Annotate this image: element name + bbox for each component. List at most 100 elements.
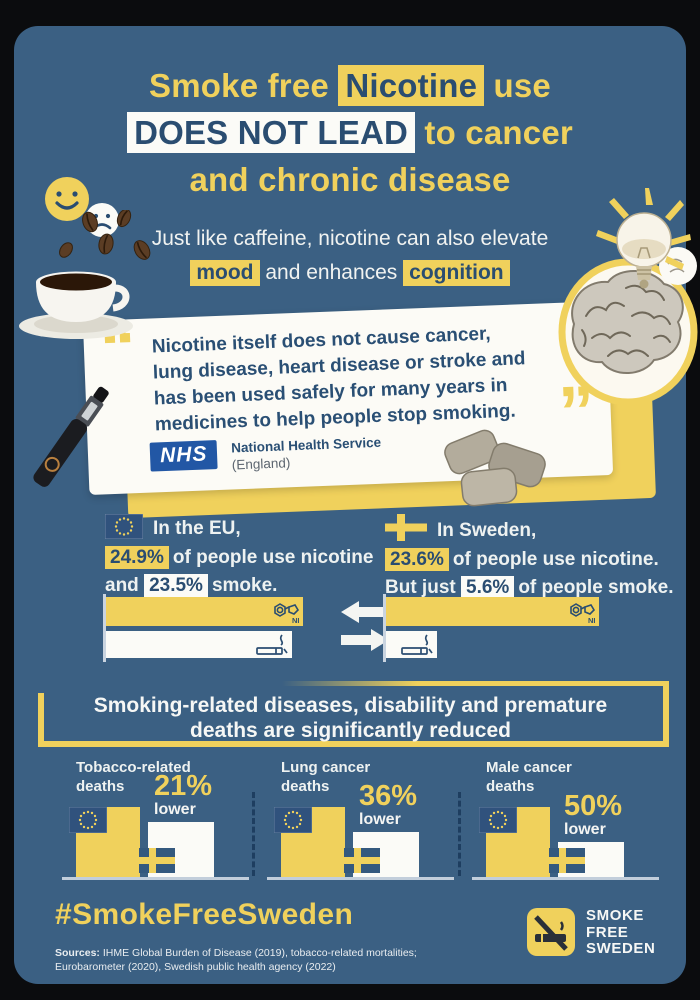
snus-pouches-image <box>444 429 546 507</box>
logo-line: SMOKE <box>586 907 645 924</box>
chart-label-line: Lung cancer <box>281 759 371 776</box>
chart-label-line: deaths <box>76 778 125 795</box>
eu-smoke-pct: 23.5% <box>144 574 208 598</box>
subtitle: Just like caffeine, nicotine can also el… <box>0 222 700 290</box>
se-nicotine-pct: 23.6% <box>385 547 449 572</box>
chart-label: Lung cancer deaths <box>281 758 370 796</box>
sources-line: IHME Global Burden of Disease (2019), to… <box>102 947 417 959</box>
chart-label: Male cancer deaths <box>486 758 572 796</box>
hashtag: #SmokeFreeSweden <box>55 898 354 931</box>
title-text: Smoke free <box>149 67 329 104</box>
lung-cancer-deaths-chart: Lung cancer deaths 36% lower <box>267 758 458 886</box>
logo-wordmark: SMOKE FREE SWEDEN <box>586 907 655 958</box>
banner-frame <box>281 681 669 686</box>
brain-image <box>558 247 698 406</box>
coffee-cup-image <box>19 271 133 339</box>
title-line-2: DOES NOT LEAD to cancer <box>0 109 700 156</box>
reduction-pct: 36% <box>359 780 418 812</box>
chart-baseline <box>62 877 249 880</box>
reduction-callout: 36% lower <box>359 781 454 828</box>
sweden-flag-icon <box>139 848 175 873</box>
sweden-bar-chart: NI <box>383 592 605 664</box>
section-banner: Smoking-related diseases, disability and… <box>38 681 669 747</box>
chart-label-line: deaths <box>281 778 330 795</box>
chart-baseline <box>472 877 659 880</box>
title-text: use <box>493 67 551 104</box>
swap-arrows-icon <box>341 601 389 651</box>
banner-text: Smoking-related diseases, disability and… <box>38 693 663 743</box>
lightbulb-icon <box>596 188 691 289</box>
cigarette-icon <box>256 634 288 655</box>
banner-frame <box>38 693 44 747</box>
reduction-callout: 50% lower <box>564 791 659 838</box>
eu-flag-icon <box>105 514 143 539</box>
eu-flag-icon <box>274 807 312 833</box>
eu-nicotine-pct: 24.9% <box>105 545 169 570</box>
eu-bar-chart: NI <box>103 592 313 664</box>
subtitle-line-2: mood and enhances cognition <box>0 256 700 290</box>
banner-line: deaths are significantly reduced <box>190 719 511 742</box>
reduction-pct: 21% <box>154 770 213 802</box>
sweden-flag-icon <box>385 514 427 541</box>
title-line-1: Smoke free Nicotine use <box>0 62 700 109</box>
banner-line: Smoking-related diseases, disability and… <box>93 694 608 717</box>
coffee-beans-image <box>59 210 151 260</box>
svg-text:NI: NI <box>588 616 596 625</box>
eu-intro: In the EU, <box>153 518 241 539</box>
title-text: and chronic disease <box>189 161 511 198</box>
reduction-lower: lower <box>359 811 401 828</box>
nicotine-molecule-icon: NI <box>274 603 300 625</box>
cigarette-icon <box>401 634 433 655</box>
page-title: Smoke free Nicotine use DOES NOT LEAD to… <box>0 62 700 203</box>
smiley-face-icon <box>45 177 89 221</box>
eu-smoke-bar <box>106 631 292 658</box>
chart-label-line: Male cancer <box>486 759 572 776</box>
sources-label: Sources: <box>55 947 100 959</box>
tobacco-deaths-chart: Tobacco-related deaths 21% lower <box>62 758 253 886</box>
chart-divider <box>458 792 461 876</box>
quote-attribution: NHS National Health Service (England) <box>149 434 383 477</box>
sweden-flag-icon <box>549 848 585 873</box>
nhs-logo: NHS <box>149 440 218 472</box>
eu-flag-icon <box>69 807 107 833</box>
eu-smoke-pre: and <box>105 575 139 596</box>
sweden-stats: In Sweden, 23.6% of people use nicotine. … <box>385 514 685 603</box>
sweden-flag-icon <box>344 848 380 873</box>
eu-flag-icon <box>479 807 517 833</box>
sources-note: Sources: IHME Global Burden of Disease (… <box>55 946 495 974</box>
smoke-free-sweden-logo: SMOKE FREE SWEDEN <box>527 907 655 958</box>
male-cancer-deaths-chart: Male cancer deaths 50% lower <box>472 758 663 886</box>
title-text: to cancer <box>424 114 573 151</box>
chart-label-line: Tobacco-related <box>76 759 191 776</box>
reduction-lower: lower <box>564 821 606 838</box>
title-highlight-nicotine: Nicotine <box>338 65 485 107</box>
chart-label: Tobacco-related deaths <box>76 758 191 796</box>
chart-baseline <box>267 877 454 880</box>
banner-frame <box>38 741 669 747</box>
chart-label-line: deaths <box>486 778 535 795</box>
svg-text:NI: NI <box>292 616 300 625</box>
eu-smoke-text: smoke. <box>211 575 278 596</box>
se-smoke-pre: But just <box>385 577 456 598</box>
subtitle-text: and enhances <box>265 261 398 284</box>
se-intro: In Sweden, <box>437 520 537 541</box>
vape-pen-image <box>33 386 109 487</box>
nhs-meta: National Health Service (England) <box>231 434 382 474</box>
chart-axis <box>103 594 106 662</box>
no-smoking-icon <box>527 908 575 956</box>
logo-line: FREE <box>586 923 629 941</box>
chart-divider <box>252 792 255 876</box>
banner-frame <box>663 681 669 747</box>
sources-line: Eurobarometer (2020), Swedish public hea… <box>55 961 336 973</box>
se-nicotine-bar: NI <box>386 597 599 626</box>
eu-nicotine-bar: NI <box>106 597 303 626</box>
subtitle-highlight-mood: mood <box>190 260 260 287</box>
chart-axis <box>383 594 386 662</box>
se-smoke-pct: 5.6% <box>461 576 515 600</box>
se-smoke-text: of people smoke. <box>518 577 674 598</box>
eu-intro-line: In the EU, <box>105 514 385 544</box>
se-nicotine-line: 23.6% of people use nicotine. <box>385 546 685 575</box>
se-nicotine-text: of people use nicotine. <box>452 548 659 570</box>
eu-nicotine-text: of people use nicotine <box>172 546 374 568</box>
